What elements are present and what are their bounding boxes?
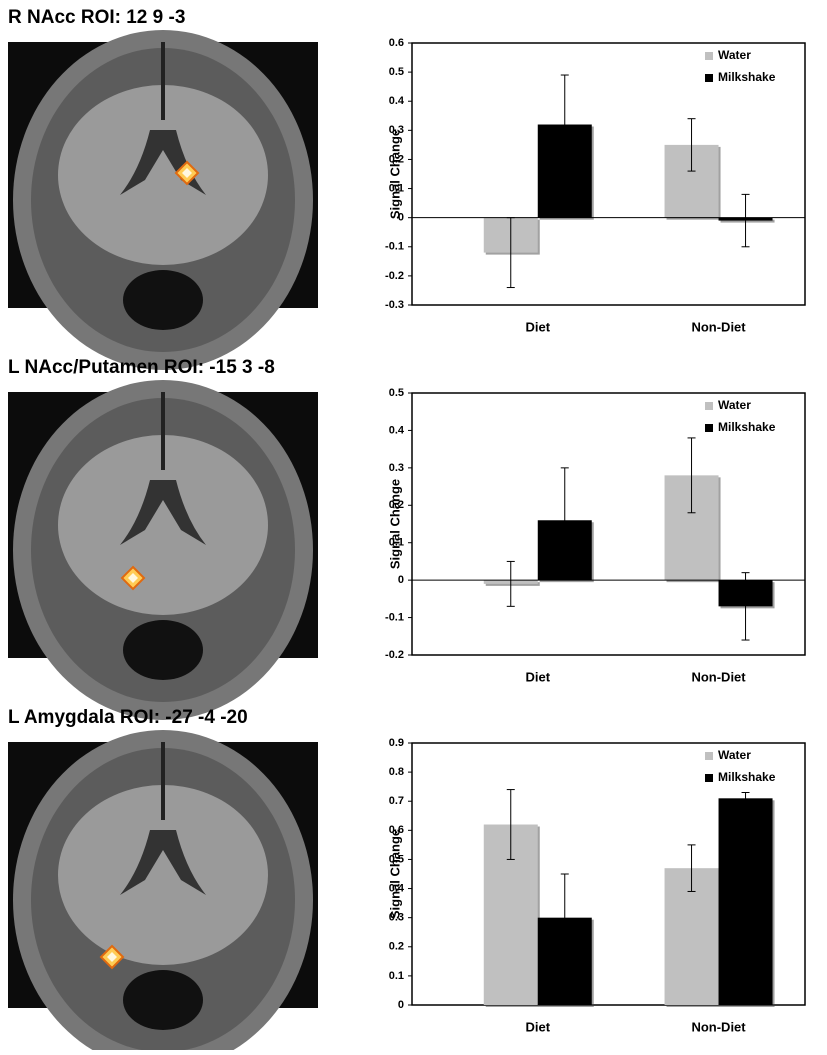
error-bar <box>687 118 696 172</box>
white-matter <box>58 785 268 965</box>
y-tick-label: 0.3 <box>389 124 404 136</box>
y-tick-label: 0.3 <box>389 462 404 474</box>
lower <box>123 970 203 1030</box>
legend-label: Milkshake <box>718 70 776 84</box>
legend-swatch <box>705 52 713 60</box>
y-tick-label: 0.5 <box>389 387 404 399</box>
legend-swatch <box>705 752 713 760</box>
y-tick-label: 0.4 <box>389 882 405 894</box>
legend-label: Water <box>718 48 751 62</box>
ventricles <box>120 830 206 895</box>
y-tick-label: 0.6 <box>389 824 404 836</box>
y-tick-label: 0.2 <box>389 153 404 165</box>
white-matter <box>58 435 268 615</box>
error-bar <box>560 467 569 574</box>
y-tick-label: 0.5 <box>389 66 404 78</box>
y-tick-label: -0.1 <box>385 611 404 623</box>
panel-title: L Amygdala ROI: -27 -4 -20 <box>8 707 248 728</box>
ventricles <box>120 480 206 545</box>
error-bar <box>687 437 696 514</box>
y-tick-label: 0 <box>398 999 404 1011</box>
y-tick-label: 0.6 <box>389 37 404 49</box>
legend-label: Milkshake <box>718 770 776 784</box>
plot-frame <box>411 392 806 656</box>
y-tick-label: 0.9 <box>389 737 404 749</box>
roi-core <box>182 168 192 178</box>
panel-title: L NAcc/Putamen ROI: -15 3 -8 <box>8 357 275 378</box>
x-tick-label: Non-Diet <box>691 1019 746 1034</box>
brain-image <box>8 730 318 1055</box>
x-tick-label: Diet <box>525 669 550 684</box>
error-bar <box>687 844 696 892</box>
brain-image <box>8 30 318 370</box>
y-tick-label: 0.1 <box>389 970 404 982</box>
x-tick-label: Non-Diet <box>691 319 746 334</box>
roi-core <box>128 573 138 583</box>
y-tick-label: 0.8 <box>389 766 404 778</box>
y-tick-label: 0.7 <box>389 795 404 807</box>
brain-image <box>8 380 318 720</box>
lower <box>123 270 203 330</box>
bar-shadow <box>485 582 540 586</box>
error-bar <box>560 74 569 175</box>
legend-label: Milkshake <box>718 420 776 434</box>
error-bar <box>506 560 515 607</box>
y-tick-label: 0.5 <box>389 853 404 865</box>
bar-shadow <box>720 219 775 223</box>
legend-label: Water <box>718 398 751 412</box>
y-axis-label: Signal Change <box>387 829 402 919</box>
y-tick-label: -0.2 <box>385 270 404 282</box>
x-tick-label: Non-Diet <box>691 669 746 684</box>
y-axis-label: Signal Change <box>387 129 402 219</box>
legend-label: Water <box>718 748 751 762</box>
lower <box>123 620 203 680</box>
roi-core <box>107 952 117 962</box>
legend-swatch <box>705 774 713 782</box>
y-tick-label: 0.2 <box>389 499 404 511</box>
legend-swatch <box>705 424 713 432</box>
plot-frame <box>411 742 806 1006</box>
y-tick-label: -0.3 <box>385 299 404 311</box>
plot-frame <box>411 42 806 306</box>
y-tick-label: -0.2 <box>385 649 404 661</box>
y-tick-label: 0.1 <box>389 182 404 194</box>
x-tick-label: Diet <box>525 319 550 334</box>
error-bar <box>741 193 750 248</box>
error-bar <box>506 789 515 860</box>
bar <box>718 798 773 1005</box>
x-tick-label: Diet <box>525 1019 550 1034</box>
white-matter <box>58 85 268 265</box>
legend-swatch <box>705 74 713 82</box>
error-bar <box>560 873 569 962</box>
y-tick-label: 0.3 <box>389 912 404 924</box>
y-tick-label: 0.4 <box>389 95 405 107</box>
error-bar <box>741 572 750 641</box>
y-tick-label: 0 <box>398 212 404 224</box>
y-tick-label: 0.2 <box>389 941 404 953</box>
y-tick-label: 0.1 <box>389 537 404 549</box>
y-tick-label: 0.4 <box>389 424 405 436</box>
legend-swatch <box>705 402 713 410</box>
panel-title: R NAcc ROI: 12 9 -3 <box>8 7 185 28</box>
y-tick-label: 0 <box>398 574 404 586</box>
error-bar <box>741 791 750 805</box>
y-tick-label: -0.1 <box>385 241 404 253</box>
y-axis-label: Signal Change <box>387 479 402 569</box>
